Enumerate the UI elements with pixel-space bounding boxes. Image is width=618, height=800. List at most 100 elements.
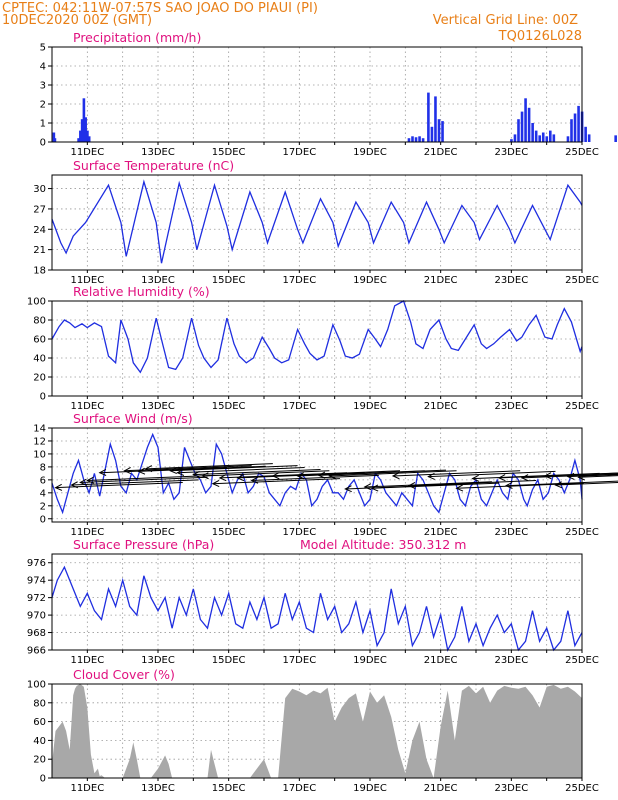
precip-bar <box>552 134 556 142</box>
precip-bar <box>541 132 545 142</box>
wind-vector-head <box>271 472 280 480</box>
y-tick-label: 974 <box>27 576 46 587</box>
y-tick-label: 60 <box>33 335 46 346</box>
y-tick-label: 40 <box>33 736 46 747</box>
wind-vector <box>192 468 321 478</box>
y-tick-label: 0 <box>40 514 46 525</box>
x-tick-label: 15DEC <box>212 401 246 412</box>
precip-bar <box>538 135 541 142</box>
header-model-code: TQ0126L028 <box>498 29 582 44</box>
panel-title: Precipitation (mm/h) <box>73 30 201 45</box>
series-line <box>51 179 583 264</box>
wind-vector-shaft <box>428 470 556 478</box>
wind-vector <box>455 482 584 492</box>
y-tick-label: 14 <box>33 424 46 435</box>
wind-vector <box>137 465 266 475</box>
y-tick-label: 4 <box>40 62 46 73</box>
panel-1: Precipitation (mm/h) 0 1 2 3 4 5 11DEC 13DEC 15DE… <box>40 30 617 158</box>
wind-vector-head <box>520 474 529 482</box>
precip-bar <box>77 138 80 142</box>
precip-bar <box>53 138 57 142</box>
y-tick-label: 2 <box>40 100 46 111</box>
panel-title: Cloud Cover (%) <box>73 667 175 682</box>
y-tick-label: 40 <box>33 354 46 365</box>
wind-vector-head <box>236 474 245 482</box>
wind-vector-shaft <box>555 481 618 486</box>
x-tick-label: 23DEC <box>494 783 528 794</box>
x-tick-label: 21DEC <box>424 783 458 794</box>
x-tick-label: 15DEC <box>212 655 246 666</box>
wind-vector-shaft <box>145 463 273 470</box>
panel-title: Surface Temperature (nC) <box>73 158 234 173</box>
x-tick-label: 21DEC <box>424 147 458 158</box>
header-station: CPTEC: 042:11W-07:57S SAO JOAO DO PIAUI … <box>2 1 318 16</box>
wind-vector-head <box>98 468 107 476</box>
precip-bar <box>414 137 418 142</box>
precip-bar <box>421 138 425 142</box>
wind-vector-shaft <box>567 474 618 478</box>
y-tick-label: 5 <box>40 43 46 54</box>
x-tick-label: 21DEC <box>424 527 458 538</box>
wind-vector-shaft <box>55 481 183 489</box>
x-tick-label: 13DEC <box>141 783 175 794</box>
x-tick-label: 23DEC <box>494 527 528 538</box>
x-tick-label: 11DEC <box>70 527 104 538</box>
wind-vector <box>543 472 618 480</box>
panel-frame <box>51 427 583 523</box>
wind-vector-shaft <box>371 482 499 489</box>
precip-bar <box>430 126 434 142</box>
wind-vector-head <box>543 472 552 480</box>
wind-vector-head <box>54 483 63 491</box>
wind-vector-shaft <box>202 470 330 477</box>
wind-vector-head <box>554 481 563 489</box>
wind-vector-head <box>391 472 400 480</box>
precip-bar <box>52 132 56 142</box>
x-tick-label: 17DEC <box>282 527 316 538</box>
x-tick-label: 17DEC <box>282 275 316 286</box>
x-tick-label: 13DEC <box>141 401 175 412</box>
y-tick-label: 976 <box>27 558 46 569</box>
y-tick-label: 968 <box>27 628 46 639</box>
y-tick-label: 20 <box>33 373 46 384</box>
wind-vector <box>70 479 199 489</box>
wind-vector <box>504 480 618 489</box>
wind-vector-shaft <box>272 470 401 477</box>
precip-bar <box>549 130 552 142</box>
wind-vector <box>577 473 618 481</box>
precip-bar <box>84 117 87 142</box>
y-tick-label: 18 <box>33 266 46 277</box>
x-tick-label: 11DEC <box>70 275 104 286</box>
wind-vector-shaft <box>80 476 208 483</box>
y-tick-label: 80 <box>33 698 46 709</box>
panel-2: Surface Temperature (nC) 18 21 24 27 30 11DEC 1… <box>33 158 599 286</box>
wind-vector-shaft <box>521 473 618 479</box>
x-tick-label: 15DEC <box>212 275 246 286</box>
x-tick-label: 23DEC <box>494 147 528 158</box>
x-tick-label: 17DEC <box>282 401 316 412</box>
y-tick-label: 4 <box>40 488 46 499</box>
wind-vector <box>236 472 365 482</box>
wind-vector-head <box>201 472 209 480</box>
wind-vector-head <box>137 467 146 475</box>
x-tick-label: 13DEC <box>141 527 175 538</box>
wind-vector-shaft <box>506 480 618 487</box>
wind-vector-head <box>427 472 435 480</box>
x-tick-label: 23DEC <box>494 275 528 286</box>
x-tick-label: 19DEC <box>353 783 387 794</box>
precip-bar <box>82 98 86 142</box>
precip-bar <box>79 130 82 142</box>
wind-vector <box>86 474 215 484</box>
wind-vector-head <box>250 476 259 484</box>
x-tick-label: 25DEC <box>565 783 599 794</box>
panel-frame <box>51 46 583 143</box>
x-tick-label: 19DEC <box>353 655 387 666</box>
y-tick-label: 100 <box>27 680 46 691</box>
wind-vector-head <box>79 478 87 486</box>
x-tick-label: 17DEC <box>282 783 316 794</box>
x-tick-label: 23DEC <box>494 655 528 666</box>
wind-vector-head <box>86 476 94 484</box>
header-run-date: 10DEC2020 00Z (GMT) <box>2 13 152 28</box>
precip-bar <box>80 119 84 142</box>
